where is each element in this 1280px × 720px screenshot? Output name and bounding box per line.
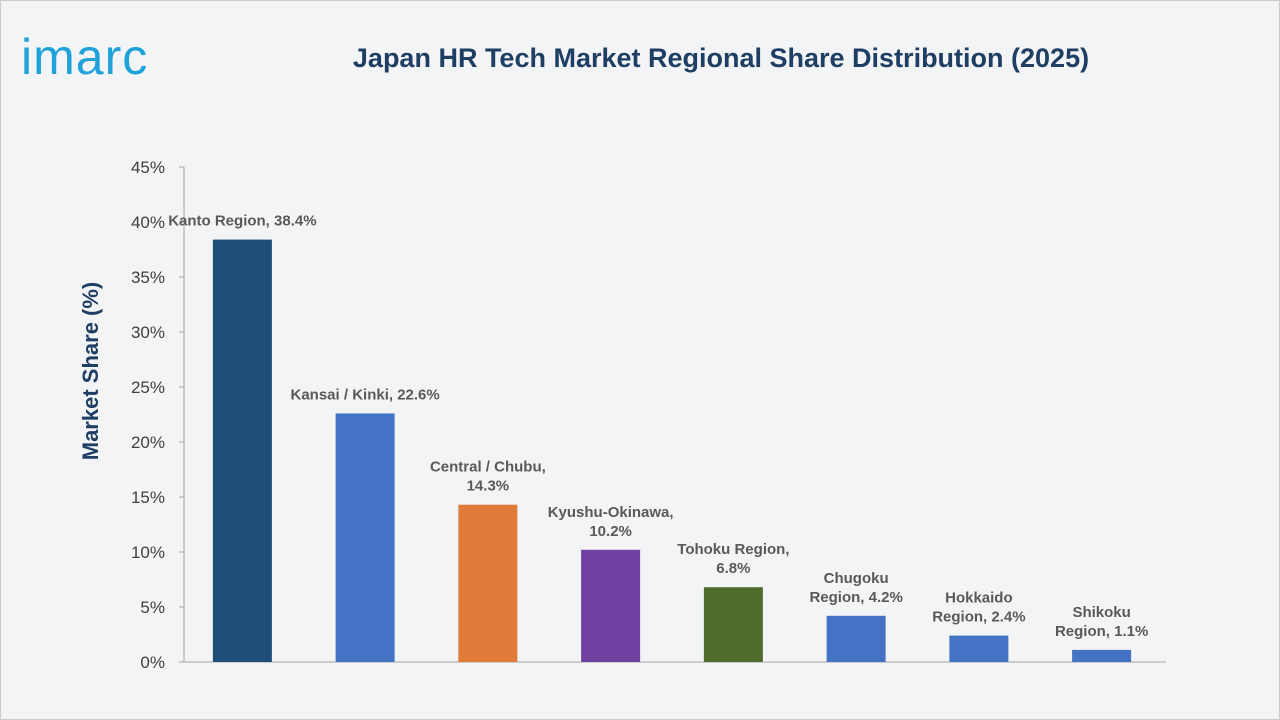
- axes: 0% 5% 10% 15% 20% 25% 30% 35% 40% 45%: [131, 158, 1166, 672]
- logo-text: imarc: [21, 29, 149, 85]
- bar: [1072, 649, 1132, 662]
- data-label: Chugoku Region, 4.2%: [809, 570, 902, 606]
- imarc-logo: imarc: [21, 27, 148, 87]
- bar: [826, 615, 886, 662]
- y-tick-label: 25%: [131, 378, 165, 397]
- bar: [703, 587, 763, 662]
- data-label: Kyushu-Okinawa, 10.2%: [548, 504, 674, 540]
- bars: [212, 239, 1132, 662]
- y-tick-label: 5%: [140, 598, 165, 617]
- y-tick-label: 40%: [131, 213, 165, 232]
- data-label: Kanto Region, 38.4%: [168, 213, 316, 230]
- y-axis-label: Market Share (%): [78, 282, 103, 461]
- y-tick-label: 0%: [140, 653, 165, 672]
- y-tick-label: 30%: [131, 323, 165, 342]
- bar: [335, 413, 395, 662]
- data-label: Central / Chubu, 14.3%: [430, 459, 546, 495]
- y-tick-label: 45%: [131, 158, 165, 177]
- y-tick-label: 15%: [131, 488, 165, 507]
- data-label: Shikoku Region, 1.1%: [1055, 604, 1148, 640]
- data-label: Kansai / Kinki, 22.6%: [291, 386, 440, 403]
- data-label: Tohoku Region, 6.8%: [677, 541, 789, 577]
- bar: [949, 635, 1009, 662]
- bar: [581, 549, 641, 662]
- y-tick-label: 35%: [131, 268, 165, 287]
- data-label: Hokkaido Region, 2.4%: [932, 590, 1025, 626]
- y-tick-label: 20%: [131, 433, 165, 452]
- bar: [458, 504, 518, 662]
- y-tick-label: 10%: [131, 543, 165, 562]
- chart-title: Japan HR Tech Market Regional Share Dist…: [352, 43, 1090, 73]
- bar: [212, 239, 272, 662]
- data-labels: Kanto Region, 38.4% Kansai / Kinki, 22.6%…: [168, 213, 1148, 640]
